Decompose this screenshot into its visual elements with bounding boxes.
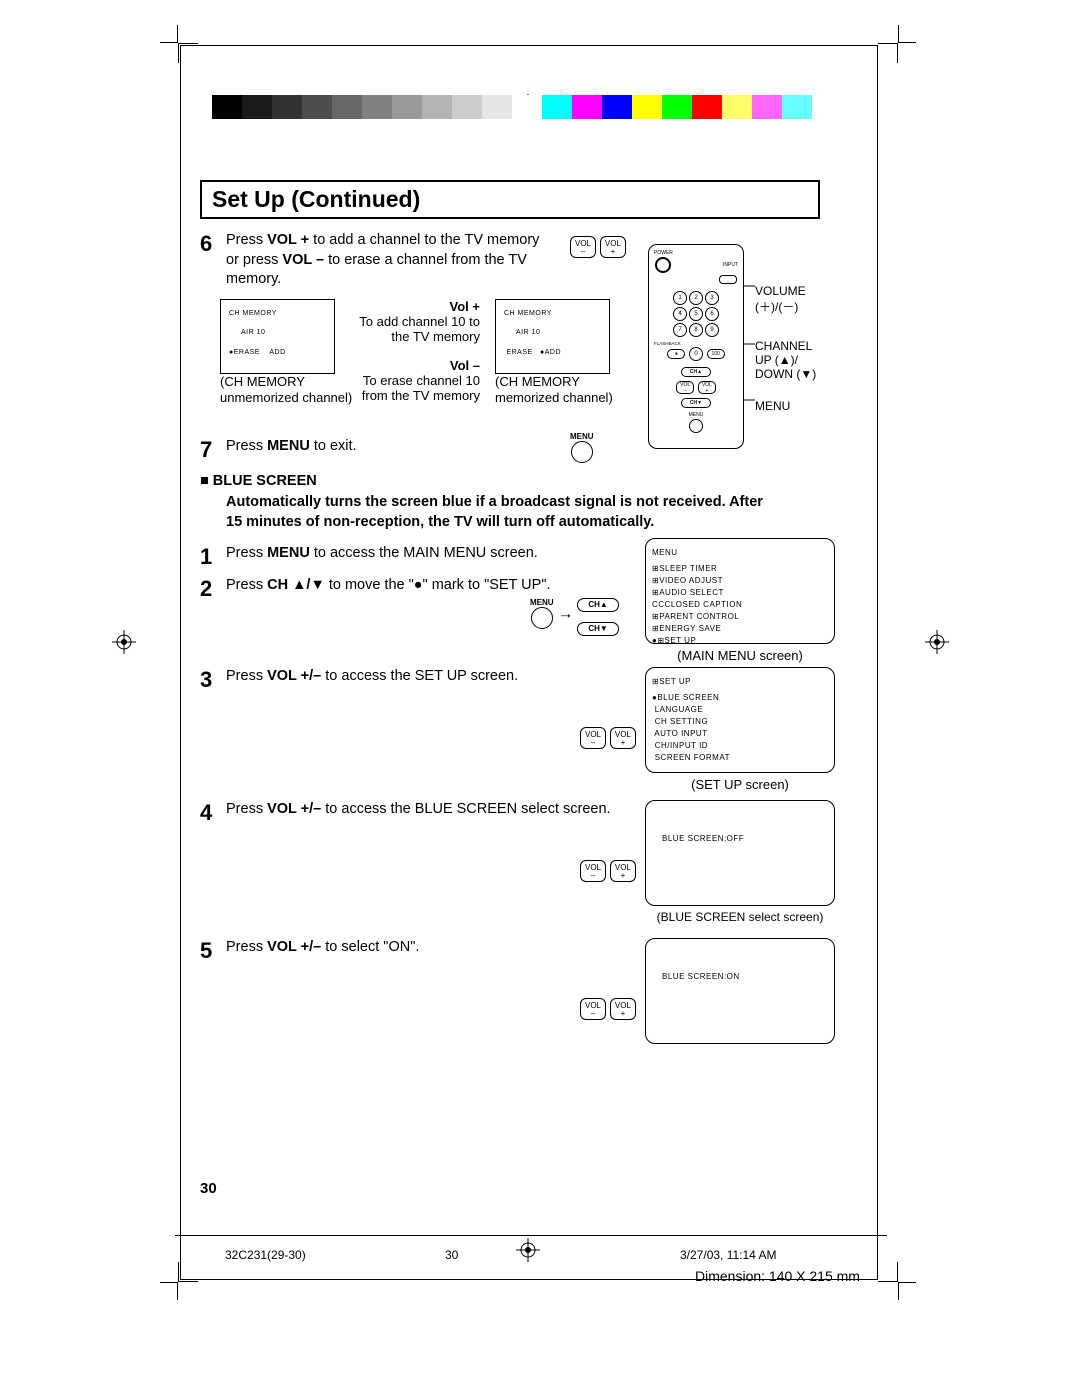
section-title: Set Up (Continued) — [200, 180, 820, 219]
step-3-text: Press VOL +/– to access the SET UP scree… — [226, 667, 518, 693]
step-4-num: 4 — [200, 800, 226, 826]
blue-screen-off: BLUE SCREEN:OFF — [645, 800, 835, 906]
blue-screen-on: BLUE SCREEN:ON — [645, 938, 835, 1044]
vol-plus-label: Vol + — [450, 299, 480, 314]
page-number: 30 — [200, 1180, 217, 1197]
ch-memory-unmem-caption: (CH MEMORYunmemorized channel) — [220, 374, 352, 405]
vol-buttons-icon: VOL – VOL + — [570, 236, 626, 258]
footer-code: 32C231(29-30) — [225, 1248, 306, 1262]
step-7-text: Press MENU to exit. — [226, 437, 357, 463]
remote-label-volume: VOLUME (＋)/(－) — [755, 284, 806, 315]
main-menu-caption: (MAIN MENU screen) — [645, 648, 835, 663]
footer-rule — [175, 1235, 887, 1236]
ch-memory-mem-caption: (CH MEMORYmemorized channel) — [495, 374, 613, 405]
ch-memory-unmem-screen: CH MEMORY AIR 10 ●ERASE ADD — [220, 299, 335, 374]
step-6-num: 6 — [200, 231, 226, 290]
step-7-num: 7 — [200, 437, 226, 463]
setup-screen: ⊞SET UP●BLUE SCREEN LANGUAGE CH SETTING … — [645, 667, 835, 773]
vol-buttons-icon-4: VOL – VOL + — [580, 998, 636, 1020]
menu-button-icon: MENU — [570, 432, 594, 466]
vol-plus-desc: To add channel 10 to the TV memory — [350, 314, 480, 344]
vol-minus-label: Vol – — [450, 358, 480, 373]
dimension-label: Dimension: 140 X 215 mm — [695, 1268, 860, 1284]
step-6-text: Press VOL + to add a channel to the TV m… — [226, 231, 550, 290]
blue-screen-off-caption: (BLUE SCREEN select screen) — [645, 910, 835, 924]
footer-page: 30 — [445, 1248, 458, 1262]
remote-label-menu: MENU — [755, 399, 790, 413]
vol-minus-desc: To erase channel 10 from the TV memory — [350, 373, 480, 403]
vol-buttons-icon-2: VOL – VOL + — [580, 727, 636, 749]
blue-screen-para: Automatically turns the screen blue if a… — [226, 493, 766, 532]
remote-label-channel: CHANNEL UP (▲)/ DOWN (▼) — [755, 339, 816, 381]
footer-date: 3/27/03, 11:14 AM — [680, 1248, 777, 1262]
step-1-num: 1 — [200, 544, 226, 570]
step-3-num: 3 — [200, 667, 226, 693]
step-4-text: Press VOL +/– to access the BLUE SCREEN … — [226, 800, 611, 826]
reg-mark-left — [112, 630, 136, 654]
arrow-icon: → — [557, 606, 573, 623]
step-1-text: Press MENU to access the MAIN MENU scree… — [226, 544, 538, 570]
title-text: Set Up (Continued) — [212, 186, 420, 212]
reg-mark-right — [925, 630, 949, 654]
ch-memory-mem-screen: CH MEMORY AIR 10 ERASE ●ADD — [495, 299, 610, 374]
menu-ch-buttons: MENU → CH▲ CH▼ — [530, 594, 619, 636]
remote-diagram: POWER INPUT 123456789 FLASHBACK ● 0 100 … — [648, 244, 744, 449]
step-2-num: 2 — [200, 576, 226, 602]
main-menu-screen: MENU⊞SLEEP TIMER⊞VIDEO ADJUST⊞AUDIO SELE… — [645, 538, 835, 644]
step-5-num: 5 — [200, 938, 226, 964]
vol-buttons-icon-3: VOL – VOL + — [580, 860, 636, 882]
blue-screen-heading: BLUE SCREEN — [200, 473, 870, 489]
step-5-text: Press VOL +/– to select "ON". — [226, 938, 419, 964]
setup-caption: (SET UP screen) — [645, 777, 835, 792]
step-2-text: Press CH ▲/▼ to move the "●" mark to "SE… — [226, 576, 551, 602]
